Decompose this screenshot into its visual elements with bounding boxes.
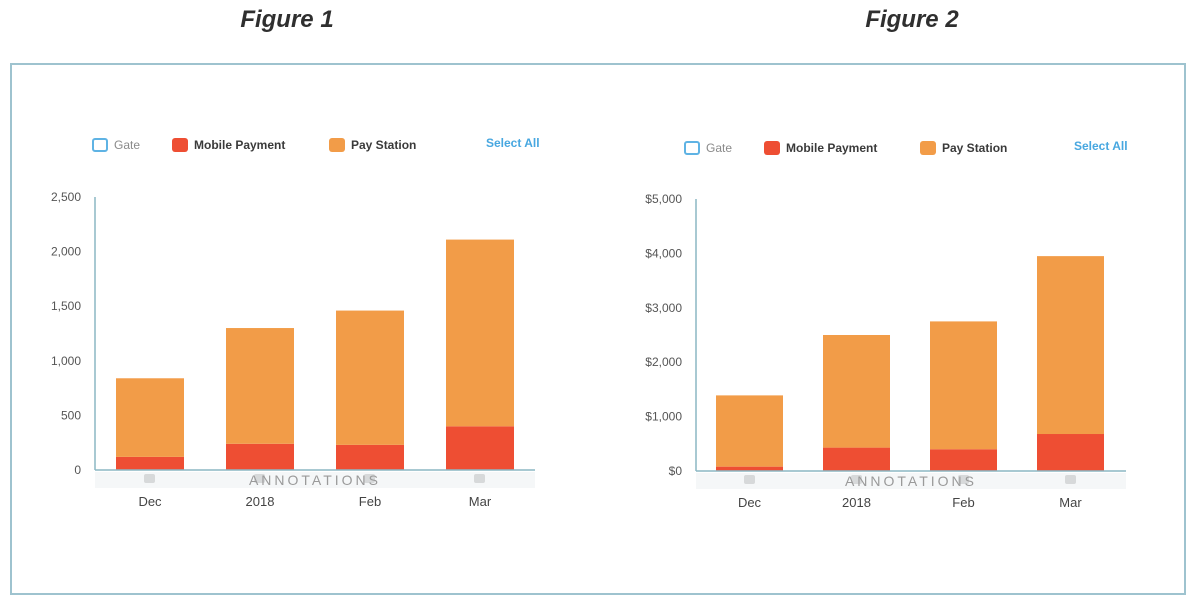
annotations-watermark: ANNOTATIONS	[845, 473, 977, 489]
bar-pay-station	[116, 378, 184, 457]
x-tick-label: 2018	[842, 495, 871, 510]
x-tick-label: Mar	[1059, 495, 1082, 510]
y-tick-label: $1,000	[645, 410, 682, 424]
y-tick-label: 2,000	[51, 245, 81, 259]
legend-label-pay-station: Pay Station	[351, 138, 417, 152]
chart-legend: Gate Mobile Payment Pay Station Select A…	[684, 139, 1162, 159]
select-all-link[interactable]: Select All	[486, 136, 540, 150]
pay-station-swatch-icon	[329, 138, 345, 152]
y-tick-label: 0	[74, 463, 81, 477]
legend-item-pay-station[interactable]: Pay Station	[329, 136, 416, 154]
pay-station-swatch-icon	[920, 141, 936, 155]
legend-label-gate: Gate	[706, 141, 733, 155]
x-tick-label: Feb	[359, 494, 381, 509]
x-tick-label: 2018	[246, 494, 275, 509]
y-tick-label: 1,000	[51, 354, 81, 368]
bar-mobile-payment	[446, 426, 514, 470]
legend-item-pay-station[interactable]: Pay Station	[920, 139, 1007, 157]
stacked-bar-chart-2: $0 $1,000 $2,000 $3,000 $4,000 $5,000 Dec 2018 F…	[645, 192, 1126, 510]
legend-item-gate[interactable]: Gate	[92, 136, 140, 154]
bar-pay-station	[930, 321, 997, 450]
figure-2-title: Figure 2	[865, 6, 959, 33]
gate-checkbox-icon[interactable]	[92, 138, 108, 152]
bar-mobile-payment	[336, 444, 404, 470]
select-all-link[interactable]: Select All	[1074, 139, 1128, 153]
bar-pay-station	[716, 395, 783, 467]
mobile-payment-swatch-icon	[764, 141, 780, 155]
figure-1-title: Figure 1	[240, 6, 334, 33]
y-tick-label: $2,000	[645, 355, 682, 369]
bar-pay-station	[336, 310, 404, 445]
legend-item-mobile-payment[interactable]: Mobile Payment	[172, 136, 285, 154]
y-tick-label: $0	[669, 464, 683, 478]
y-tick-label: $4,000	[645, 246, 682, 260]
legend-label-pay-station: Pay Station	[942, 141, 1008, 155]
x-tick-label: Dec	[138, 494, 162, 509]
bar-mobile-payment	[226, 443, 294, 470]
annotation-band	[95, 472, 535, 488]
charts-frame	[10, 63, 1186, 595]
bar-pay-station	[226, 328, 294, 444]
annotation-band	[696, 473, 1126, 489]
annotations-watermark: ANNOTATIONS	[249, 472, 381, 488]
legend-label-mobile-payment: Mobile Payment	[194, 138, 286, 152]
legend-label-mobile-payment: Mobile Payment	[786, 141, 878, 155]
bar-pay-station	[446, 239, 514, 427]
bar-mobile-payment	[823, 447, 890, 471]
y-tick-label: $3,000	[645, 301, 682, 315]
y-tick-label: 1,500	[51, 299, 81, 313]
legend-item-mobile-payment[interactable]: Mobile Payment	[764, 139, 877, 157]
stacked-bar-chart-1: 0 500 1,000 1,500 2,000 2,500 Dec 2018 Feb Mar ANN…	[51, 190, 535, 509]
x-tick-label: Feb	[952, 495, 974, 510]
legend-label-gate: Gate	[114, 138, 141, 152]
y-tick-label: 2,500	[51, 190, 81, 204]
bar-pay-station	[1037, 256, 1104, 435]
bar-mobile-payment	[930, 449, 997, 471]
chart-legend: Gate Mobile Payment Pay Station Select A…	[92, 136, 562, 156]
bar-mobile-payment	[116, 456, 184, 470]
legend-item-gate[interactable]: Gate	[684, 139, 732, 157]
x-tick-label: Dec	[738, 495, 762, 510]
bar-mobile-payment	[716, 466, 783, 471]
gate-checkbox-icon[interactable]	[684, 141, 700, 155]
chart-panel-2: Gate Mobile Payment Pay Station Select A…	[600, 0, 1160, 611]
y-tick-label: $5,000	[645, 192, 682, 206]
bar-mobile-payment	[1037, 434, 1104, 471]
x-tick-label: Mar	[469, 494, 492, 509]
y-tick-label: 500	[61, 408, 81, 422]
bar-pay-station	[823, 335, 890, 448]
mobile-payment-swatch-icon	[172, 138, 188, 152]
chart-panel-1: Gate Mobile Payment Pay Station Select A…	[0, 0, 560, 611]
